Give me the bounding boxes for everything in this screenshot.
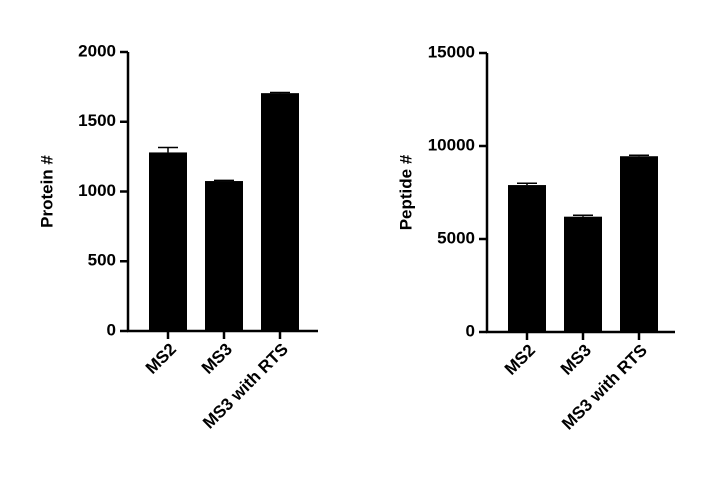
- y-tick-label: 10000: [428, 135, 475, 154]
- y-tick-label: 0: [466, 321, 475, 340]
- bar: [261, 93, 299, 331]
- y-tick-label: 5000: [437, 228, 475, 247]
- bar: [205, 181, 243, 331]
- x-tick-label: MS2: [142, 340, 180, 378]
- bar: [620, 156, 658, 332]
- y-tick-label: 15000: [428, 42, 475, 61]
- y-axis-label: Peptide #: [396, 154, 415, 230]
- x-tick-label: MS3: [198, 340, 236, 378]
- x-tick-label: MS3: [557, 341, 595, 379]
- y-tick-label: 1500: [78, 111, 116, 130]
- bar: [564, 216, 602, 332]
- bar: [508, 185, 546, 332]
- y-axis-label: Protein #: [37, 155, 56, 228]
- y-tick-label: 500: [88, 251, 116, 270]
- x-tick-label: MS2: [501, 341, 539, 379]
- y-tick-label: 2000: [78, 41, 116, 60]
- y-tick-label: 1000: [78, 181, 116, 200]
- y-tick-label: 0: [107, 320, 116, 339]
- bar: [149, 152, 187, 331]
